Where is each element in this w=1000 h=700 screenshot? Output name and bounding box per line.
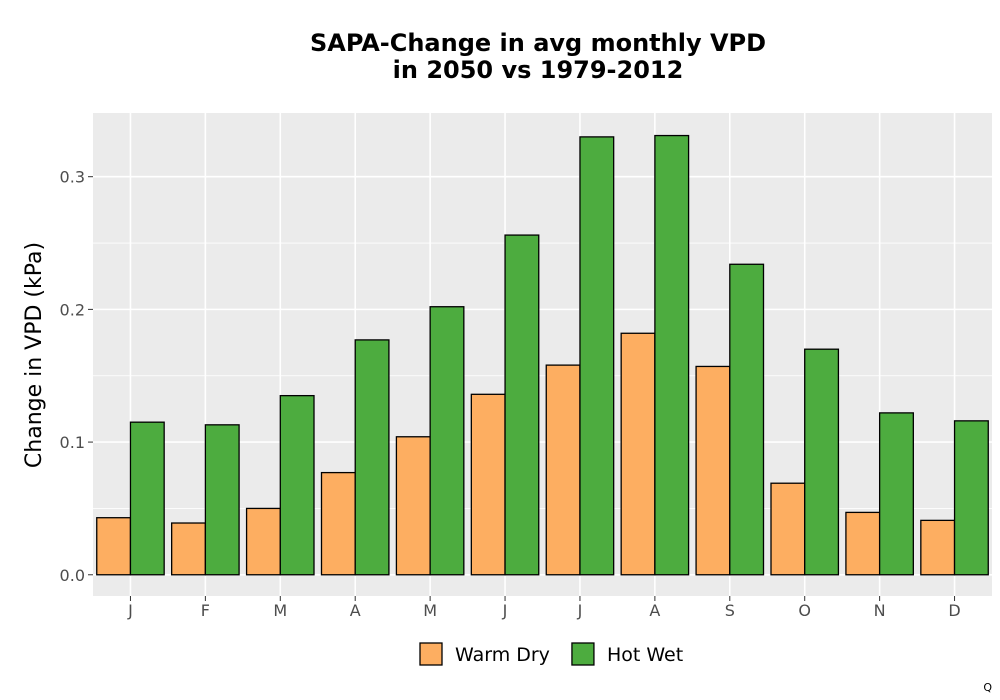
footnote: Q (983, 681, 992, 694)
legend-label: Hot Wet (607, 644, 683, 666)
bar-hot-wet (504, 234, 540, 576)
bar-hot-wet (878, 412, 914, 576)
x-tick-label: D (948, 601, 960, 620)
bar-hot-wet (953, 420, 989, 576)
y-tick-label: 0.1 (60, 433, 85, 452)
bar-warm-dry (845, 511, 881, 576)
bar-hot-wet (354, 339, 390, 576)
x-tick-label: S (725, 601, 735, 620)
y-tick-label: 0.0 (60, 566, 85, 585)
bar-warm-dry (920, 519, 956, 576)
bar-warm-dry (171, 522, 207, 576)
x-tick-label: M (273, 601, 287, 620)
bar-warm-dry (770, 482, 806, 576)
bar-warm-dry (695, 365, 731, 576)
bar-warm-dry (245, 507, 281, 576)
x-tick-label: O (798, 601, 811, 620)
bar-warm-dry (320, 471, 356, 576)
chart-title-line1: SAPA-Change in avg monthly VPD (309, 29, 767, 57)
legend: Warm Dry Hot Wet (419, 642, 683, 666)
bar-hot-wet (204, 424, 240, 576)
x-tick-label: J (577, 601, 583, 620)
bar-warm-dry (96, 517, 132, 576)
bar-hot-wet (279, 394, 315, 576)
chart-title: SAPA-Change in avg monthly VPD in 2050 v… (0, 30, 1000, 84)
x-tick-label: M (423, 601, 437, 620)
legend-key (419, 642, 443, 666)
x-tick-label: N (874, 601, 886, 620)
x-tick-label: F (201, 601, 210, 620)
x-tick-label: A (350, 601, 361, 620)
y-tick-label: 0.2 (60, 300, 85, 319)
bar-warm-dry (395, 436, 431, 576)
plot-panel (93, 113, 992, 596)
bars (96, 134, 989, 576)
bar-hot-wet (654, 134, 690, 576)
x-tick-label: J (502, 601, 508, 620)
legend-key (571, 642, 595, 666)
bar-hot-wet (429, 306, 465, 576)
chart-title-line2: in 2050 vs 1979-2012 (392, 56, 684, 84)
bar-warm-dry (620, 332, 656, 576)
y-axis: 0.0 0.1 0.2 0.3 (60, 168, 93, 585)
bar-warm-dry (470, 393, 506, 576)
bar-hot-wet (729, 263, 765, 576)
bar-hot-wet (129, 421, 165, 576)
x-tick-label: J (127, 601, 133, 620)
legend-label: Warm Dry (455, 644, 550, 666)
bar-hot-wet (579, 136, 615, 576)
y-tick-label: 0.3 (60, 168, 85, 187)
x-tick-label: A (649, 601, 660, 620)
bar-hot-wet (804, 348, 840, 576)
y-axis-title: Change in VPD (kPa) (22, 242, 47, 468)
minor-gridlines (93, 242, 992, 509)
bar-warm-dry (545, 364, 581, 576)
